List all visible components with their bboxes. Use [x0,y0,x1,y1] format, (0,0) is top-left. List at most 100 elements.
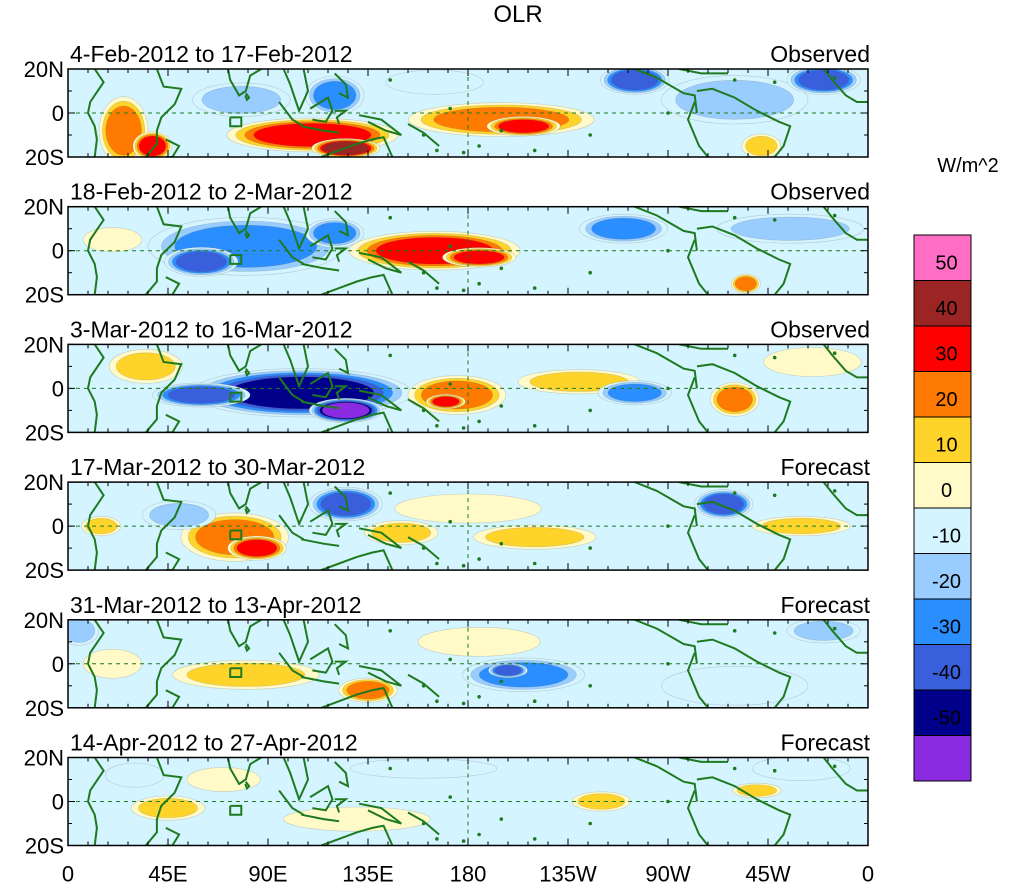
colorbar-label: -30 [932,617,961,639]
colorbar: 50 40 30 20 10 0 -10 -20 -30 -40 -50 [913,234,972,782]
coastline [822,619,868,654]
coastline [678,206,728,213]
panel-date-range: 14-Apr-2012 to 27-Apr-2012 [70,730,358,756]
colorbar-label: 0 [941,480,952,502]
island [388,78,393,82]
island [499,404,504,408]
coastline [334,660,349,676]
coastline [407,123,440,147]
coastline [244,230,251,240]
island [461,150,466,155]
coastline [696,363,792,433]
x-axis: 0 45E 90E 135E 180 135W 90W 45W 0 [62,862,874,887]
panel-status: Forecast [781,454,871,480]
y-tick-label: 0 [52,652,64,677]
coastline [407,260,440,285]
coastline [358,251,402,274]
coastlines [86,206,868,295]
island [477,419,481,424]
coastline [634,757,698,802]
anomaly-contour [793,620,854,641]
island [832,489,837,493]
map-panel-6: 20N 0 20S 14-Apr-2012 to 27-Apr-2012 Forecas… [24,730,871,859]
coastline [227,69,262,97]
y-tick-label: 0 [52,101,64,126]
anomaly-contour [716,386,753,413]
island [435,424,439,428]
island [532,286,537,290]
y-tick-label: 20S [25,420,64,445]
panel-date-range: 18-Feb-2012 to 2-Mar-2012 [70,179,353,205]
coastline [678,757,728,763]
anomaly-contour [607,383,662,402]
y-tick-label: 0 [52,376,64,401]
x-tick-label: 0 [62,862,74,887]
island [588,546,592,550]
coastline [334,385,349,400]
island [421,684,426,688]
coastline [282,757,310,803]
coastline [227,482,262,510]
island [448,382,453,386]
anomaly-contour [82,227,143,253]
anomaly-contour [167,386,236,404]
anomaly-contour [734,276,757,292]
colorbar-bin [913,416,972,463]
coastline [634,344,698,389]
island [461,426,466,430]
olr-field [68,619,868,708]
island [732,629,737,633]
island [732,766,737,771]
coastline [145,757,183,846]
coastline [301,813,340,823]
coastline [145,344,183,433]
coastline [320,273,394,295]
y-tick-label: 20S [25,283,64,308]
coastline [320,686,394,708]
coastline [278,101,305,128]
panel-status: Observed [770,41,870,67]
coastline [282,206,310,252]
island [532,837,537,841]
coastline [678,69,728,75]
coastline [407,673,440,698]
coastline [301,400,340,410]
coastline [822,206,868,241]
colorbar-label: -10 [932,526,961,548]
x-tick-label: 135W [539,862,597,887]
x-tick-label: 135E [342,862,393,887]
island [388,629,393,633]
island [448,519,453,524]
colorbar-label: 40 [935,298,957,320]
coastline [309,784,334,812]
island [732,491,737,495]
anomaly-contour [730,216,850,241]
coastlines [86,757,868,846]
colorbar-bin [913,735,972,782]
coastline [244,505,251,515]
island [477,281,481,286]
island [772,768,777,773]
colorbar-label: 10 [935,435,957,457]
coastline [822,69,868,103]
coastline [333,210,350,238]
coastline [145,69,183,157]
y-tick-label: 0 [52,790,64,815]
coastline [358,802,402,825]
island [732,78,737,82]
y-tick-label: 20S [25,834,64,859]
anomaly-contour [349,758,498,779]
coastline [227,757,262,786]
anomaly-contour [798,69,850,91]
y-tick-label: 20N [24,57,64,82]
coastline [145,619,183,708]
coastline [320,549,394,571]
anomaly-contour [313,81,357,110]
island [388,766,393,771]
coastline [278,652,305,678]
panels: 20N 0 20S 4-Feb-2012 to 17-Feb-2012 Observed… [24,41,871,859]
coastline [822,344,868,379]
y-tick-label: 20N [24,195,64,220]
anomaly-contour [320,492,372,517]
anomaly-contour [661,666,809,706]
